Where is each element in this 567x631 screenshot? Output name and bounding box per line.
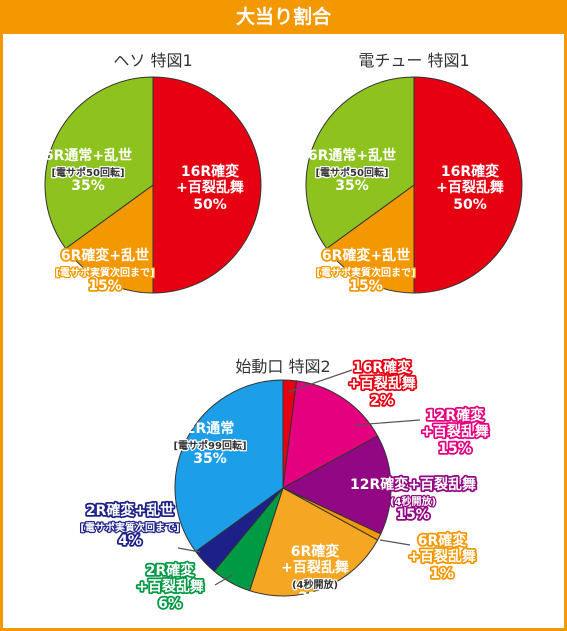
slice-label-line: 12R確変+百裂乱舞 [350,476,476,493]
slice-label-line: 6R確変 [291,543,340,560]
slice-label-line: 2R確変 [146,562,195,579]
pie-slice [64,184,154,294]
slice-percent: 2% [370,393,394,409]
slice-label-line: 12R確変 [426,407,484,424]
header-bar: 大当り割合 [0,0,567,34]
slice-percent: 22% [298,590,332,606]
slice-label-line: [電サポ実質次回まで] [316,266,415,279]
leader-line [379,539,411,546]
slice-label: 2R通常 [電サポ99回転]35% [172,420,248,467]
slice-label-line: +百裂乱舞 [436,179,504,196]
slice-label-line: 2R確変+乱世 [86,502,174,519]
slice-label-line: (4秒開放) [292,578,338,591]
slice-label-line: [電サポ50回転] [315,166,388,179]
slice-percent: 15% [88,278,122,294]
pie-chart-2: 電チュー 特図116R確変+百裂乱舞50%6R確変+乱世[電サポ実質次回まで]1… [305,51,523,296]
chart-title: 始動口 特図2 [235,357,330,376]
pie-chart-3: 始動口 特図2 16R確変+百裂乱舞2%12R確変+百裂乱舞15%12R確変+百裂… [79,357,490,614]
slice-label-line: (4秒開放) [390,495,436,508]
slice-label-line: 16R確変 [441,163,499,180]
slice-label-line: [電サポ実質次回まで] [55,266,154,279]
slice-label-line: +百裂乱舞 [421,423,489,440]
slice-label-line: 6R確変+乱世 [322,247,410,264]
pie-slice [282,380,379,489]
page-title: 大当り割合 [235,6,331,28]
slice-label-line: 6R確変 [418,532,467,549]
pie-slice [174,379,284,553]
leader-line [214,574,233,586]
slice-percent: 15% [349,278,383,294]
slice-label: 6R通常+乱世 [電サポ50回転]35% [44,147,132,194]
slice-percent: 6% [158,596,182,612]
slice-label-line: 6R通常+乱世 [44,147,132,164]
slice-label-line: 16R確変 [181,163,239,180]
slice-label-line: +百裂乱舞 [136,578,204,595]
slice-label-line: [電サポ実質次回まで] [80,521,179,534]
slice-label-line: 2R通常 [186,420,235,437]
pie-slice [44,76,154,250]
slice-label-line: [電サポ50回転] [51,166,124,179]
slice-label-line: +百裂乱舞 [408,548,476,565]
slice-label: 2R確変+乱世 [電サポ実質次回まで]4% [79,500,181,551]
slice-label: 6R確変+乱世 [電サポ実質次回まで]15% [315,245,417,296]
pie-slice [281,435,392,535]
slice-label: 6R確変+乱世 [電サポ実質次回まで]15% [54,245,156,296]
slice-label: 12R確変+百裂乱舞 (4秒開放)15% [348,474,478,525]
pie-slice [152,76,262,294]
slice-label: 6R通常+乱世 [電サポ50回転]35% [308,147,396,194]
chart-title: ヘソ 特図1 [113,51,192,70]
pie-slice [248,487,379,597]
pie-slice [413,76,523,294]
pie-slice [325,184,415,294]
slice-percent: 35% [335,178,369,194]
slice-percent: 35% [71,178,105,194]
slice-percent: 50% [453,197,487,213]
slice-label-line: +百裂乱舞 [348,375,416,392]
leader-line [287,369,353,393]
slice-label-line: 6R通常+乱世 [308,147,396,164]
slice-label-line: +百裂乱舞 [176,179,244,196]
leader-line [177,547,201,553]
slice-percent: 15% [438,441,472,457]
slice-label-line: [電サポ99回転] [173,439,246,452]
slice-label-line: +百裂乱舞 [281,559,349,576]
slice-label-line: 6R確変+乱世 [61,247,149,264]
slice-percent: 15% [396,507,430,523]
chart-title: 電チュー 特図1 [358,51,469,70]
slice-percent: 35% [193,451,227,467]
slice-label: 6R確変+百裂乱舞 (4秒開放)22% [281,543,349,606]
slice-percent: 50% [193,197,227,213]
slice-percent: 1% [430,566,454,582]
pie-slice [305,76,415,250]
slice-percent: 4% [118,533,142,549]
slice-label-line: 16R確変 [353,359,411,376]
leader-line [354,419,421,426]
